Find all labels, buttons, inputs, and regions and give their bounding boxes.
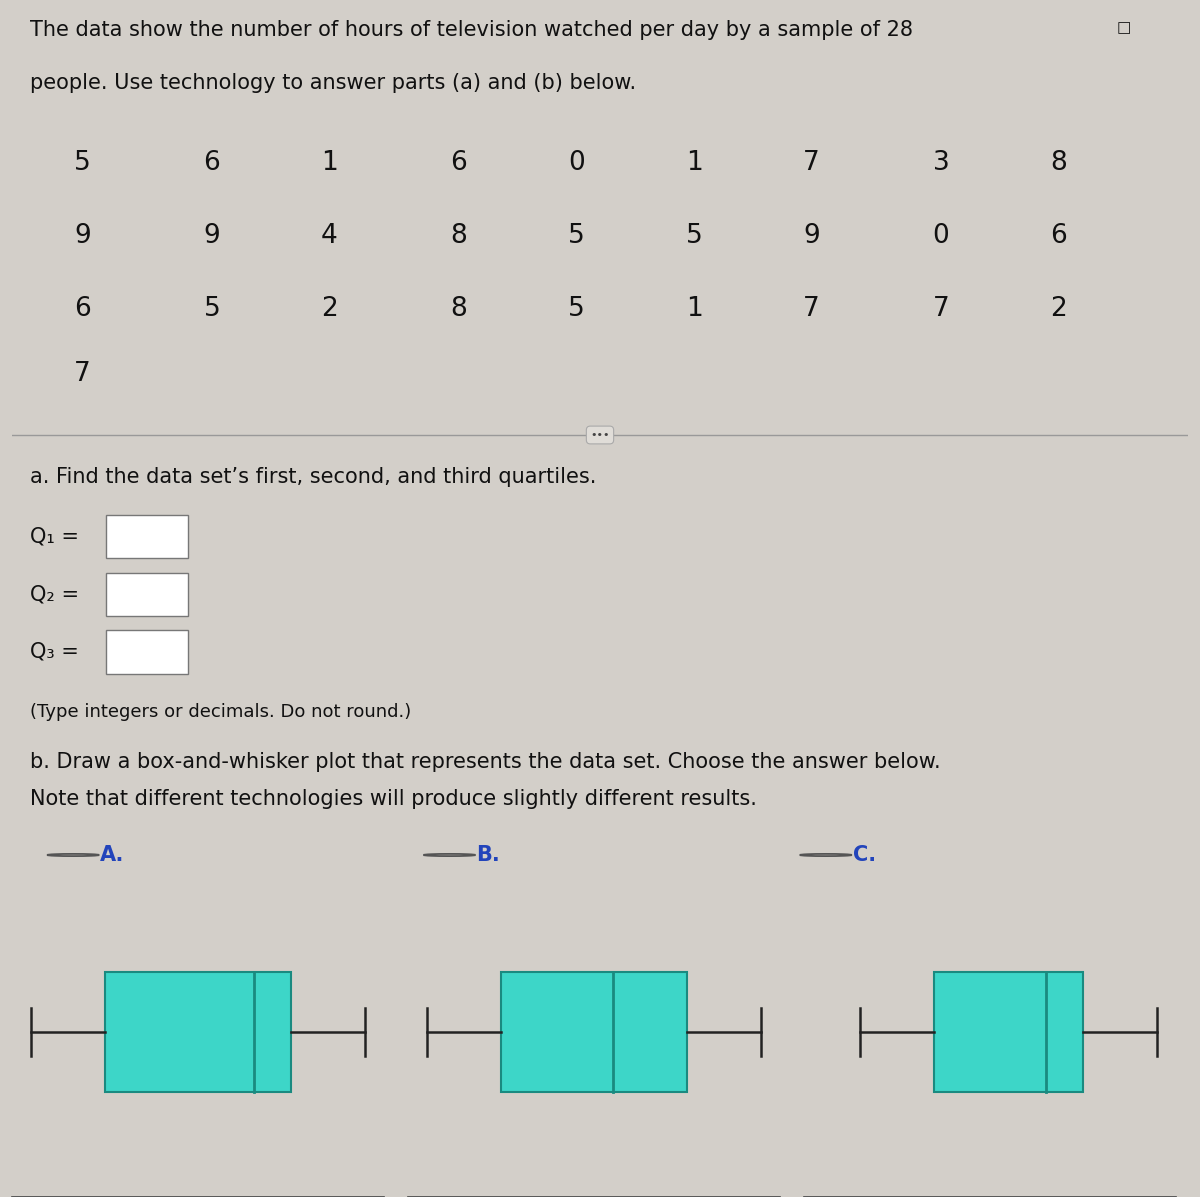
FancyBboxPatch shape	[106, 573, 188, 616]
Text: Q₂ =: Q₂ =	[30, 584, 79, 604]
Text: Q₁ =: Q₁ =	[30, 527, 79, 547]
Text: 7: 7	[803, 150, 820, 176]
Text: A.: A.	[101, 845, 125, 865]
Text: □: □	[1116, 20, 1130, 35]
FancyBboxPatch shape	[106, 631, 188, 674]
Text: a. Find the data set’s first, second, and third quartiles.: a. Find the data set’s first, second, an…	[30, 467, 596, 487]
Text: (Type integers or decimals. Do not round.): (Type integers or decimals. Do not round…	[30, 703, 410, 721]
Text: Q₃ =: Q₃ =	[30, 642, 78, 662]
Text: 9: 9	[803, 223, 820, 249]
Text: 5: 5	[204, 296, 221, 322]
Text: 1: 1	[685, 150, 702, 176]
Text: 6: 6	[1050, 223, 1067, 249]
Text: people. Use technology to answer parts (a) and (b) below.: people. Use technology to answer parts (…	[30, 73, 636, 93]
Text: 5: 5	[568, 296, 584, 322]
Text: 7: 7	[932, 296, 949, 322]
Text: 8: 8	[450, 223, 467, 249]
Text: 0: 0	[932, 223, 949, 249]
Text: 9: 9	[74, 223, 91, 249]
Text: 1: 1	[322, 150, 338, 176]
Text: 9: 9	[204, 223, 221, 249]
Text: 5: 5	[568, 223, 584, 249]
Text: •••: •••	[590, 430, 610, 440]
Bar	[502, 972, 686, 1093]
Text: 6: 6	[74, 296, 91, 322]
Text: 5: 5	[74, 150, 91, 176]
Text: 2: 2	[1050, 296, 1067, 322]
Text: 8: 8	[450, 296, 467, 322]
Text: 4: 4	[322, 223, 338, 249]
Text: 8: 8	[1050, 150, 1067, 176]
Text: b. Draw a box-and-whisker plot that represents the data set. Choose the answer b: b. Draw a box-and-whisker plot that repr…	[30, 752, 941, 772]
Text: 7: 7	[74, 361, 91, 388]
Text: 7: 7	[803, 296, 820, 322]
Text: 6: 6	[204, 150, 221, 176]
Bar	[935, 972, 1084, 1093]
Text: 5: 5	[685, 223, 702, 249]
Text: 6: 6	[450, 150, 467, 176]
Text: The data show the number of hours of television watched per day by a sample of 2: The data show the number of hours of tel…	[30, 20, 913, 41]
Text: 3: 3	[932, 150, 949, 176]
Text: 2: 2	[322, 296, 338, 322]
Text: 0: 0	[568, 150, 584, 176]
Text: B.: B.	[476, 845, 500, 865]
Text: 1: 1	[685, 296, 702, 322]
Bar	[106, 972, 292, 1093]
Text: C.: C.	[853, 845, 876, 865]
FancyBboxPatch shape	[106, 515, 188, 558]
Text: Note that different technologies will produce slightly different results.: Note that different technologies will pr…	[30, 789, 756, 809]
